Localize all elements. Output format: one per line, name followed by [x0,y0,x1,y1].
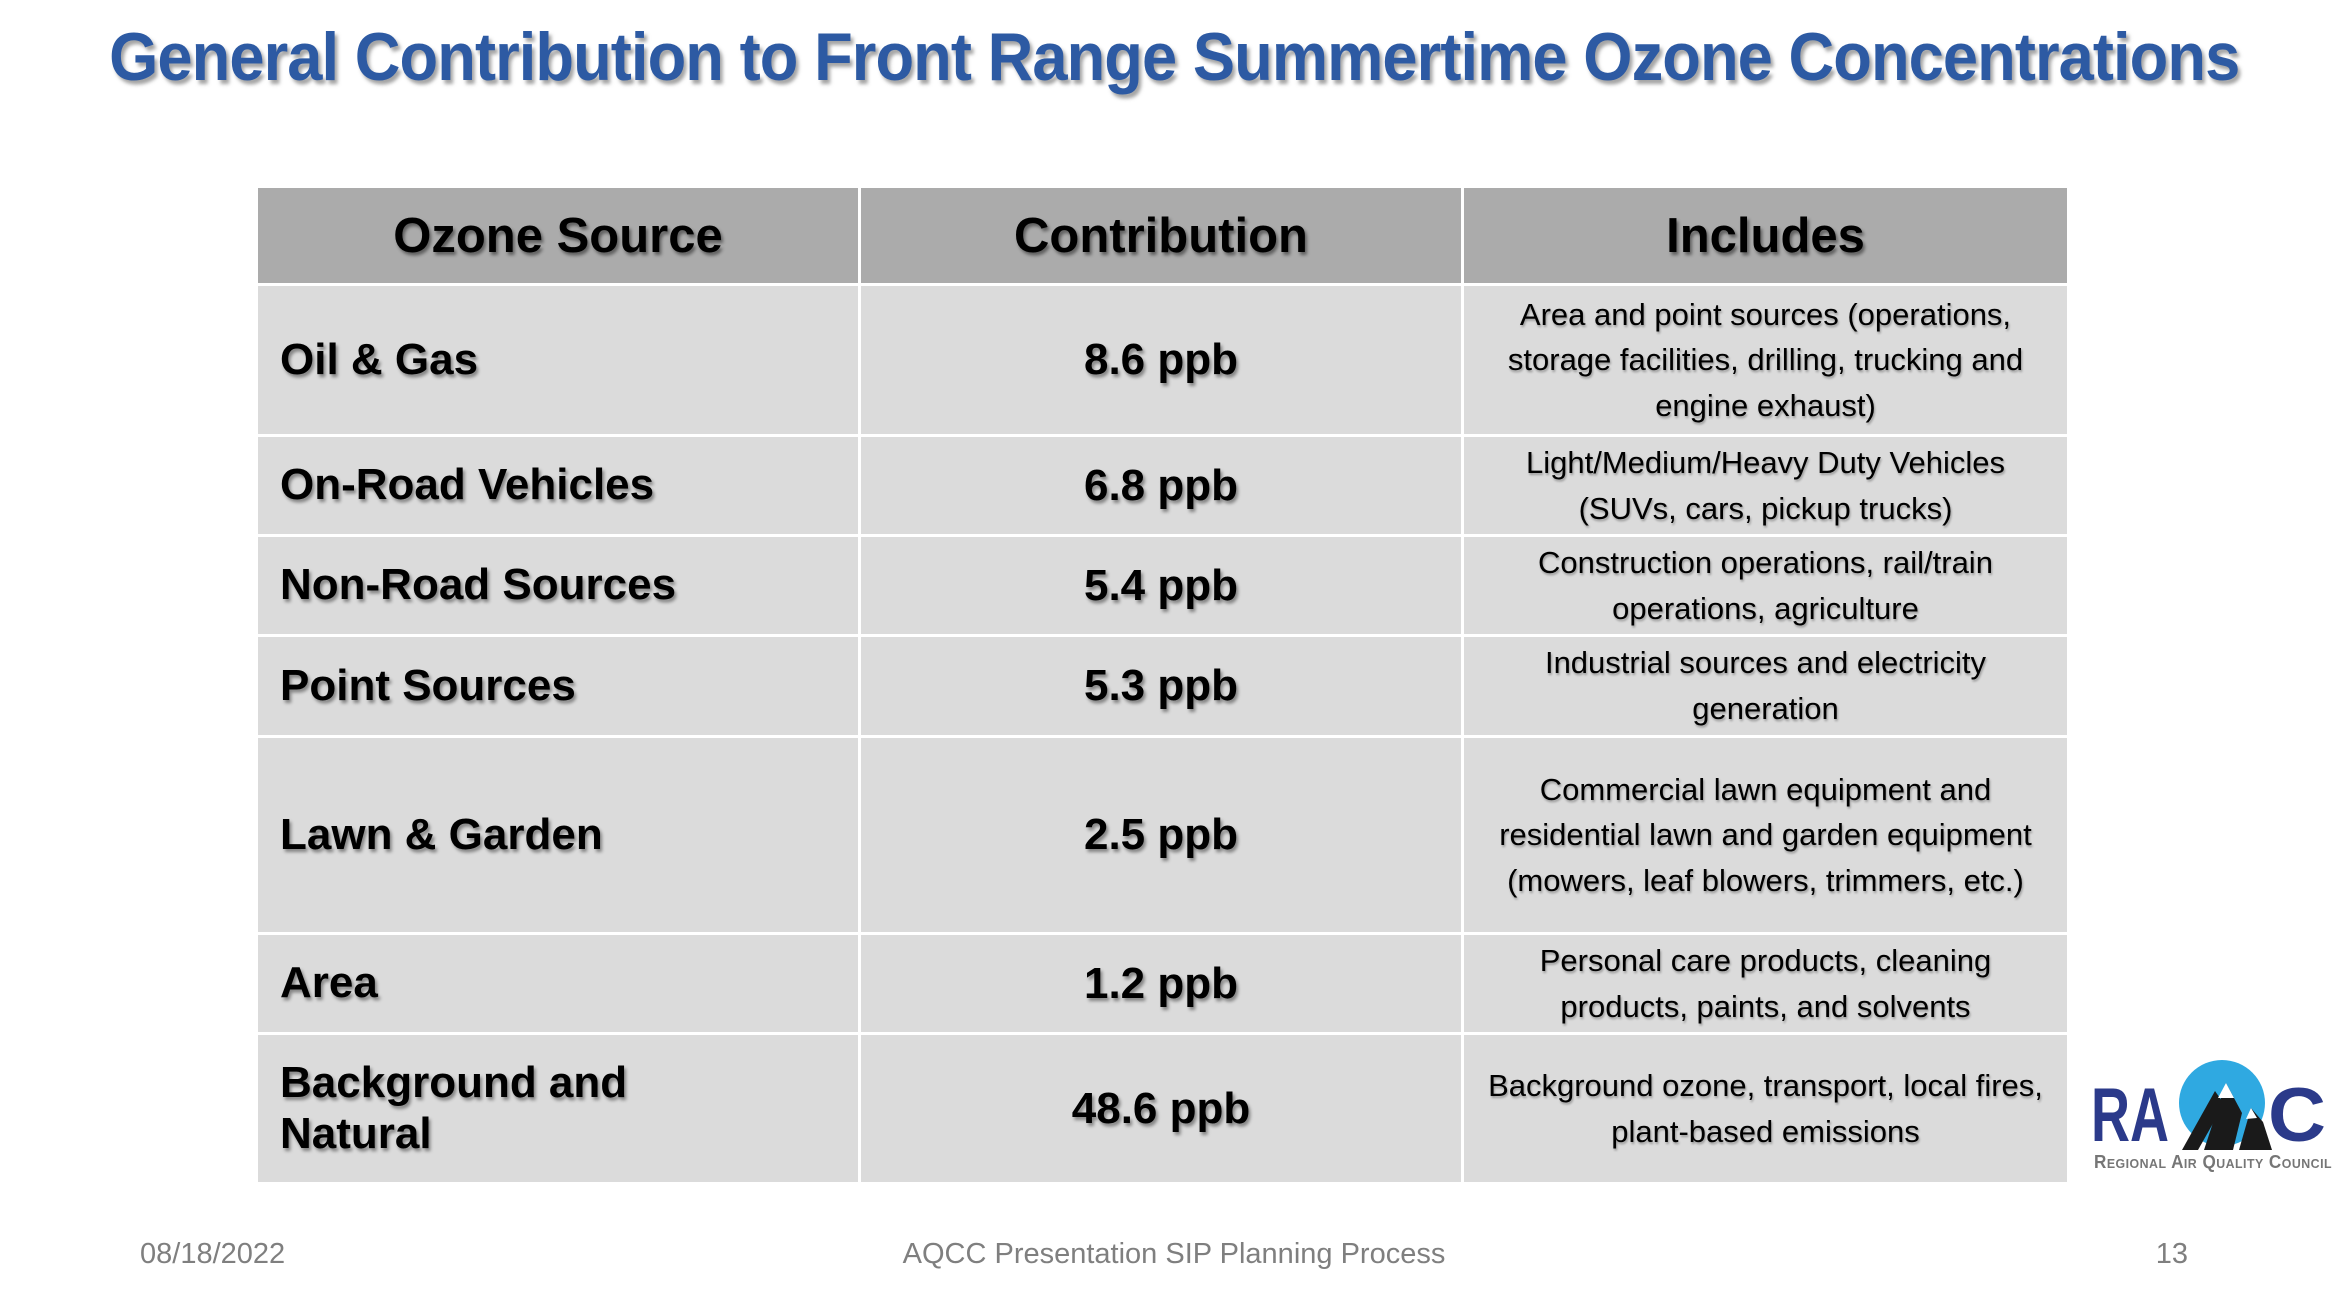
includes-cell: Background ozone, transport, local fires… [1464,1035,2067,1182]
logo-subtitle: Regional Air Quality Council [2094,1152,2332,1172]
slide-footer: 08/18/2022 AQCC Presentation SIP Plannin… [0,1238,2348,1278]
includes-cell: Construction operations, rail/train oper… [1464,537,2067,634]
source-label: Lawn & Garden [280,809,603,859]
source-label: Non-Road Sources [280,560,677,610]
ozone-source-cell: Point Sources [258,637,858,735]
header-cell-contribution: Contribution [861,188,1461,283]
source-label: Oil & Gas [280,334,479,384]
header-cell-includes: Includes [1464,188,2067,283]
contribution-cell: 1.2 ppb [861,935,1461,1032]
ozone-source-cell: Oil & Gas [258,286,858,434]
includes-cell: Commercial lawn equipment and residentia… [1464,738,2067,932]
includes-cell: Light/Medium/Heavy Duty Vehicles (SUVs, … [1464,437,2067,534]
ozone-contribution-table: Ozone Source Contribution Includes Oil &… [258,188,2067,1182]
footer-title: AQCC Presentation SIP Planning Process [902,1238,1446,1270]
raqc-logo-graphic: RA C Regional Air Quality Council [2091,1060,2332,1172]
ozone-source-cell: Background and Natural [258,1035,858,1182]
footer-page-number: 13 [2155,1238,2188,1270]
ozone-source-cell: Non-Road Sources [258,537,858,634]
ozone-source-cell: Area [258,935,858,1032]
contribution-cell: 48.6 ppb [861,1035,1461,1182]
contribution-cell: 8.6 ppb [861,286,1461,434]
source-label: Point Sources [280,660,576,710]
mountain-icon [2182,1083,2272,1150]
contribution-cell: 6.8 ppb [861,437,1461,534]
source-label: Background and Natural [280,1057,628,1158]
source-label: On-Road Vehicles [280,460,655,510]
includes-cell: Area and point sources (operations, stor… [1464,286,2067,434]
ozone-source-cell: Lawn & Garden [258,738,858,932]
contribution-cell: 2.5 ppb [861,738,1461,932]
footer-date: 08/18/2022 [140,1238,286,1270]
source-label: Area [280,958,378,1008]
title-bar: General Contribution to Front Range Summ… [0,18,2348,96]
contribution-cell: 5.4 ppb [861,537,1461,634]
slide-title: General Contribution to Front Range Summ… [108,19,2240,95]
logo-letter-c: C [2268,1073,2326,1158]
includes-cell: Industrial sources and electricity gener… [1464,637,2067,735]
ozone-source-cell: On-Road Vehicles [258,437,858,534]
header-cell-ozone-source: Ozone Source [258,188,858,283]
logo-letters-ra: RA [2091,1073,2169,1158]
includes-cell: Personal care products, cleaning product… [1464,935,2067,1032]
contribution-cell: 5.3 ppb [861,637,1461,735]
raqc-logo: RA C Regional Air Quality Council [2088,1053,2338,1175]
